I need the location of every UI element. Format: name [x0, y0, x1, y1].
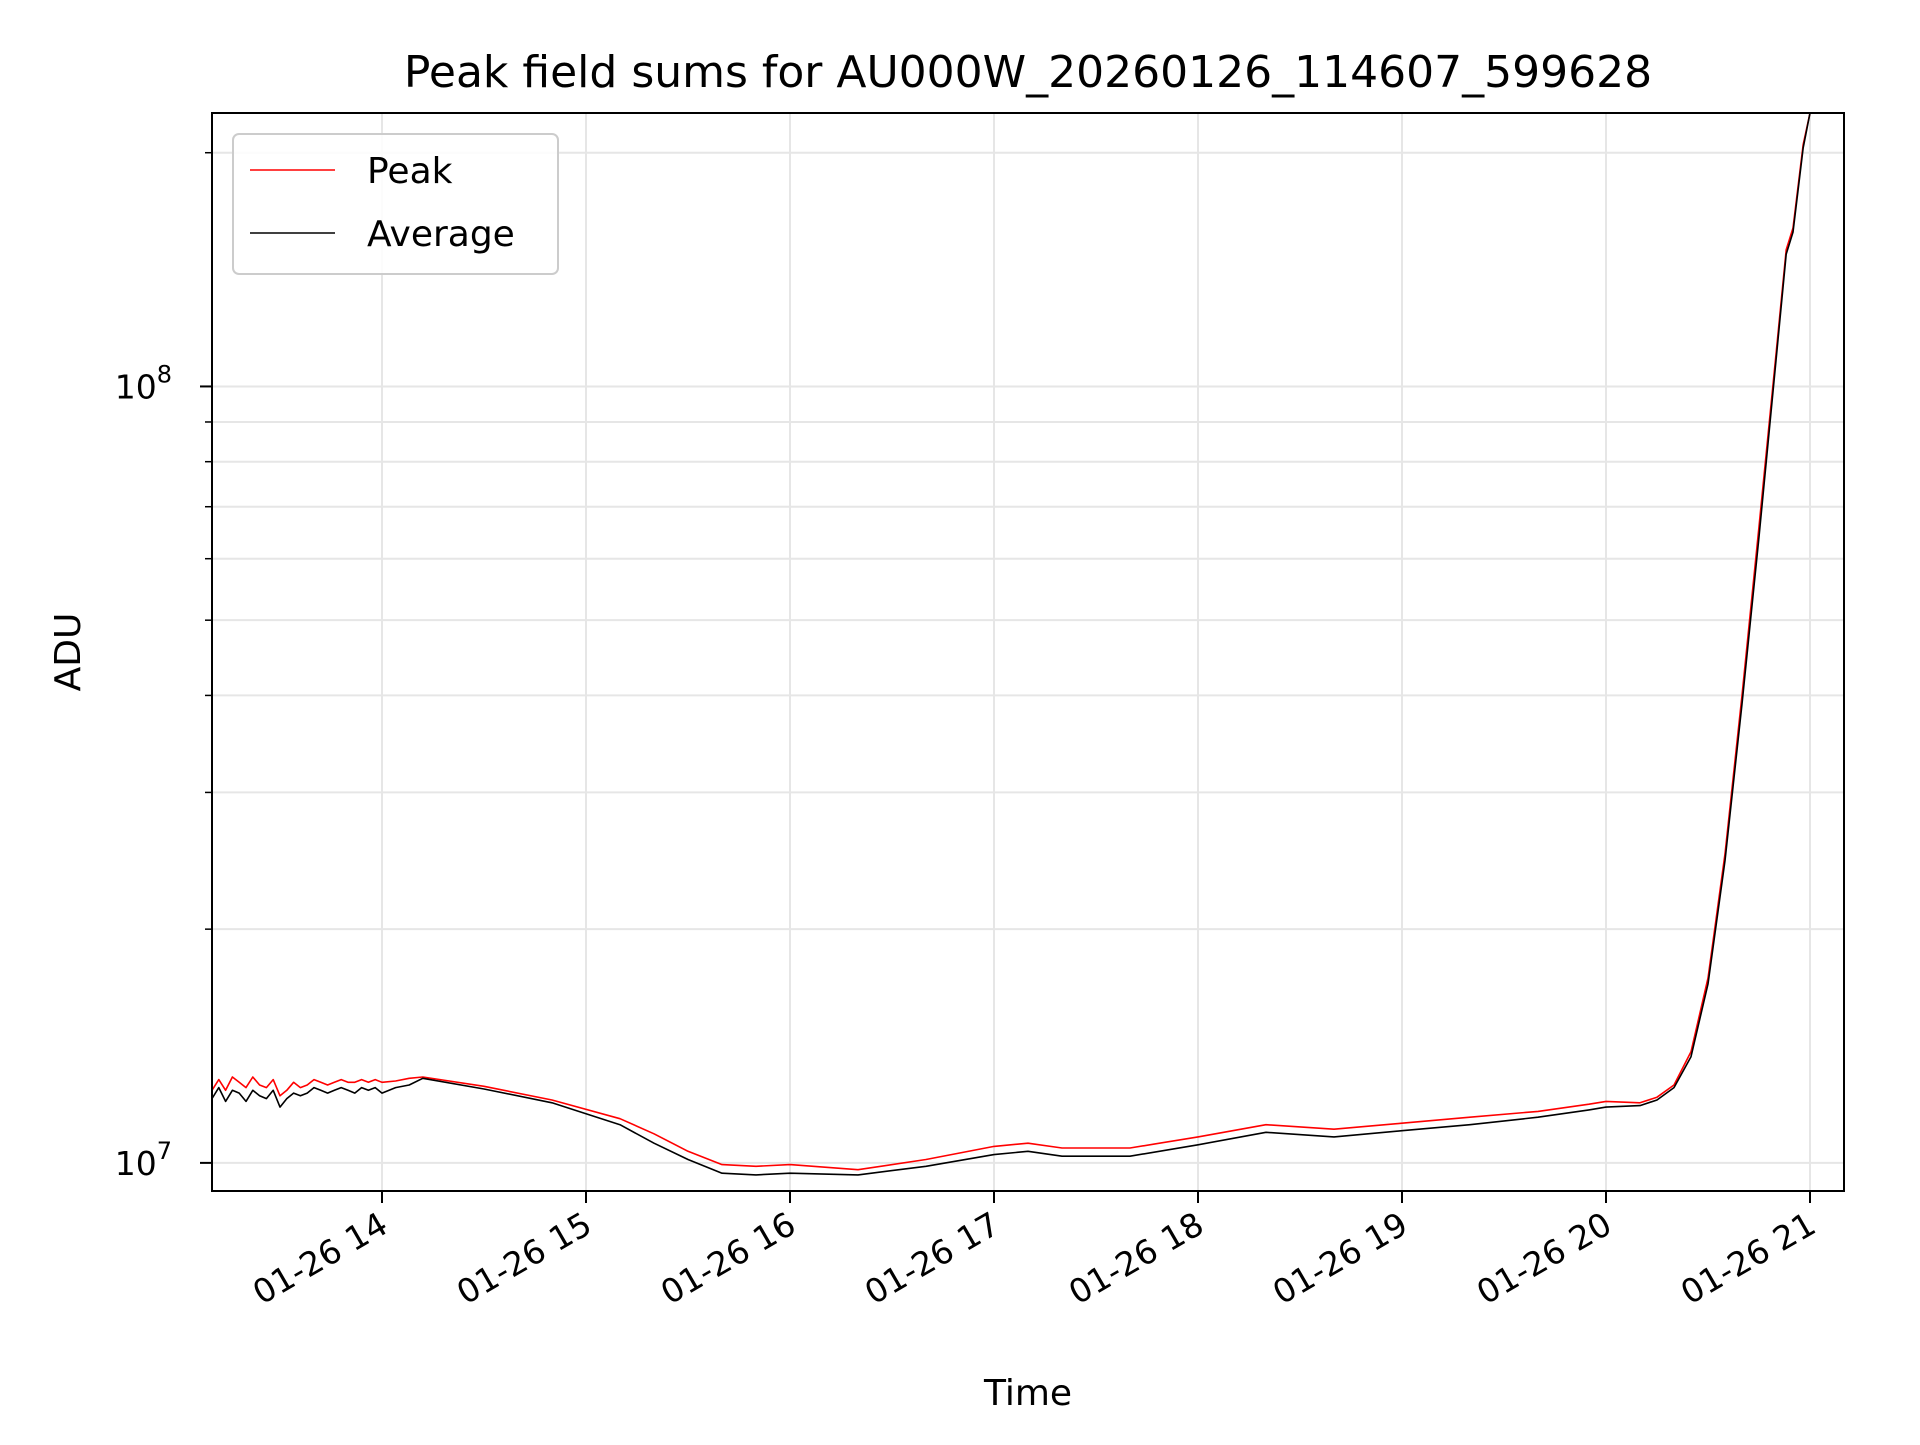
y-tick-label: 107 — [115, 1137, 172, 1183]
legend: Peak Average — [232, 133, 559, 275]
x-axis-label: Time — [983, 1373, 1072, 1414]
series-line-peak — [212, 113, 1811, 1171]
legend-box — [232, 133, 559, 275]
legend-label-average: Average — [367, 214, 515, 255]
grid — [212, 113, 1844, 1191]
y-tick-label: 108 — [115, 360, 172, 406]
chart-title: Peak field sums for AU000W_20260126_1146… — [404, 47, 1652, 98]
series-lines — [212, 113, 1811, 1176]
plot-frame — [211, 112, 1845, 1192]
legend-label-peak: Peak — [367, 151, 453, 192]
series-line-average — [212, 113, 1811, 1176]
y-axis-ticks: 107 108 — [115, 151, 212, 1183]
y-axis-label: ADU — [48, 613, 89, 692]
